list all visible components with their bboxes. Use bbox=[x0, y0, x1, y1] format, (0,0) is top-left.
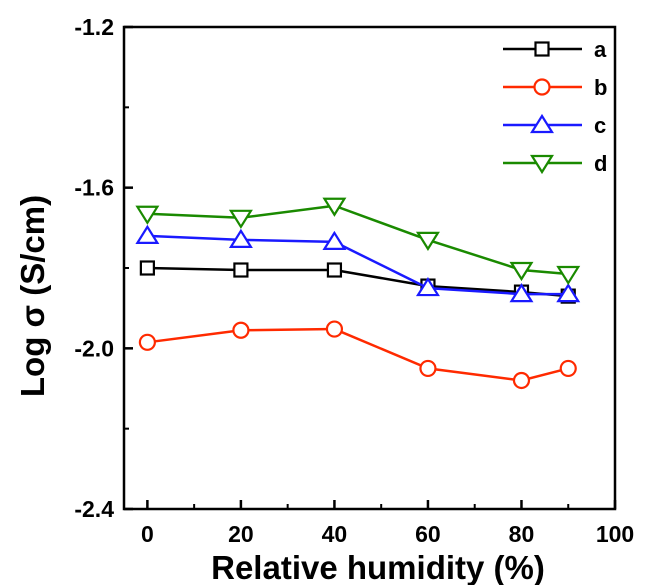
series-line-b bbox=[147, 327, 569, 382]
y-tick-label: -1.6 bbox=[74, 175, 114, 201]
data-point-b bbox=[559, 359, 577, 378]
x-tick-label: 20 bbox=[228, 521, 254, 547]
data-point-c bbox=[322, 230, 347, 250]
legend-label: b bbox=[594, 75, 607, 100]
data-point-a bbox=[233, 262, 249, 278]
data-point-a bbox=[326, 262, 343, 278]
data-point-d bbox=[135, 205, 160, 225]
data-point-b bbox=[512, 371, 531, 390]
data-point-d bbox=[509, 261, 534, 282]
series-line-d bbox=[147, 204, 569, 276]
y-tick-label: -1.2 bbox=[74, 14, 114, 40]
series-line-c bbox=[147, 234, 569, 296]
x-tick-label: 40 bbox=[322, 521, 348, 547]
data-point-d bbox=[556, 265, 581, 286]
legend-label: a bbox=[594, 37, 607, 62]
series-b bbox=[138, 320, 577, 390]
data-point-b bbox=[232, 321, 250, 339]
x-axis-title: Relative humidity (%) bbox=[211, 549, 545, 585]
series-line-a bbox=[147, 266, 569, 298]
data-point-d bbox=[415, 231, 440, 251]
data-point-c bbox=[509, 283, 534, 303]
legend-label: c bbox=[594, 113, 606, 138]
y-tick-label: -2.4 bbox=[74, 496, 114, 522]
data-point-c bbox=[556, 283, 581, 303]
legend-label: d bbox=[594, 151, 607, 176]
legend-item-a: a bbox=[503, 37, 607, 62]
data-point-b bbox=[138, 333, 156, 351]
x-tick-label: 100 bbox=[596, 521, 634, 547]
series-a bbox=[139, 260, 576, 304]
x-tick-label: 80 bbox=[509, 521, 535, 547]
x-tick-label: 60 bbox=[415, 521, 441, 547]
data-point-c bbox=[415, 277, 440, 297]
series-d bbox=[135, 197, 581, 286]
data-point-b bbox=[325, 320, 344, 338]
legend-item-b: b bbox=[503, 75, 607, 100]
y-axis-title: Log σ (S/cm) bbox=[14, 195, 51, 397]
axes: 0 20 40 60 80 100 -1.2 -1.6 -2.0 -2.4 bbox=[74, 14, 634, 547]
series-c bbox=[135, 224, 581, 303]
y-tick-label: -2.0 bbox=[74, 335, 114, 361]
legend-marker bbox=[533, 78, 551, 96]
legend-marker bbox=[530, 154, 554, 175]
data-point-a bbox=[139, 260, 155, 276]
legend-item-c: c bbox=[503, 113, 606, 138]
legend-marker bbox=[530, 113, 554, 134]
series-layer bbox=[135, 197, 581, 390]
data-point-d bbox=[322, 197, 347, 217]
data-point-b bbox=[419, 359, 437, 378]
data-point-d bbox=[228, 209, 253, 229]
data-point-c bbox=[228, 228, 253, 248]
legend-item-d: d bbox=[503, 151, 607, 176]
data-point-c bbox=[135, 224, 160, 244]
legend-marker bbox=[534, 41, 550, 57]
x-tick-label: 0 bbox=[141, 521, 154, 547]
